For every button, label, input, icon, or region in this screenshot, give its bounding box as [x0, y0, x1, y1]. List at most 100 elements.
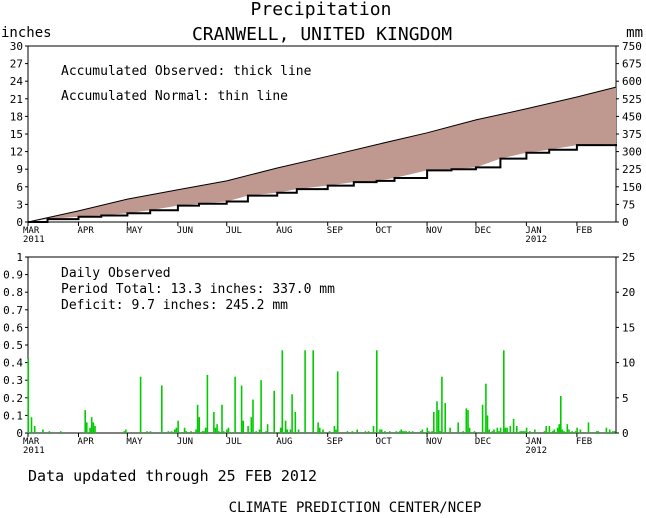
daily-bar	[234, 376, 236, 433]
daily-bar	[379, 429, 381, 433]
daily-bar	[612, 431, 614, 433]
daily-bar	[568, 429, 570, 433]
daily-bar	[146, 431, 148, 433]
y-right-tick-label: 150	[622, 181, 642, 194]
daily-bar	[534, 429, 536, 433]
daily-bar	[473, 431, 476, 433]
y-left-tick-label: 9	[16, 163, 23, 176]
daily-bar	[30, 417, 33, 433]
daily-bar	[281, 350, 284, 433]
daily-bar	[289, 429, 292, 433]
daily-bar	[252, 399, 254, 433]
daily-bar	[419, 431, 422, 433]
year-label: 2011	[23, 235, 45, 245]
x-tick-label: SEP	[327, 226, 344, 236]
year-label: 2011	[23, 446, 45, 456]
station-name: CRANWELL, UNITED KINGDOM	[192, 24, 452, 45]
y-left-tick-label: 0.5	[3, 339, 23, 352]
y-right-tick-label: 600	[622, 75, 642, 88]
daily-bar	[613, 431, 616, 433]
y-right-tick-label: 750	[622, 40, 642, 53]
y-left-tick-label: 18	[10, 110, 23, 123]
daily-bar	[574, 431, 577, 433]
x-tick-label: JUL	[226, 226, 242, 236]
x-tick-label: AUG	[276, 226, 292, 236]
daily-bar	[481, 404, 484, 433]
right-unit-label: mm	[626, 25, 643, 41]
x-tick-label: JUN	[177, 226, 193, 236]
daily-bar	[195, 429, 197, 433]
y-right-tick-label: 0	[622, 216, 629, 229]
daily-bar	[571, 431, 573, 433]
daily-bar	[60, 431, 62, 433]
daily-bar	[367, 431, 370, 433]
daily-bar	[556, 427, 559, 433]
daily-bar	[545, 426, 547, 433]
daily-bar	[499, 427, 502, 433]
daily-bar	[177, 420, 179, 433]
year-label: 2012	[525, 446, 547, 456]
daily-bar	[319, 427, 321, 433]
x-tick-label: MAY	[126, 226, 143, 236]
daily-bar	[214, 427, 217, 433]
x-tick-label: MAY	[126, 437, 143, 447]
y-left-tick-label: 15	[10, 128, 23, 141]
y-left-tick-label: 30	[10, 40, 23, 53]
daily-bar	[462, 431, 464, 433]
x-tick-label: MAR	[23, 437, 40, 447]
x-tick-label: OCT	[376, 437, 393, 447]
daily-bar	[84, 410, 86, 433]
x-tick-label: SEP	[327, 437, 344, 447]
daily-bar	[493, 429, 495, 433]
y-left-tick-label: 21	[10, 93, 23, 106]
daily-bar	[286, 429, 288, 433]
daily-bar	[516, 426, 518, 433]
daily-bar	[402, 431, 404, 433]
daily-bar	[196, 404, 199, 433]
daily-bar	[336, 371, 339, 433]
daily-bar	[255, 431, 257, 433]
daily-bar	[94, 426, 96, 433]
daily-bar	[167, 431, 170, 433]
daily-bar	[491, 431, 494, 433]
daily-bar	[576, 427, 578, 433]
daily-bar	[221, 404, 223, 433]
daily-bar	[90, 417, 93, 433]
y-left-tick-label: 0.1	[3, 409, 23, 422]
daily-bar	[322, 429, 324, 433]
x-tick-label: NOV	[426, 226, 443, 236]
normal-line	[27, 86, 617, 223]
daily-bar	[519, 431, 521, 433]
daily-bar	[218, 431, 220, 433]
daily-bar	[86, 422, 88, 433]
daily-bar	[436, 401, 438, 433]
daily-bar	[548, 426, 551, 433]
accumulated-note: Accumulated Normal: thin line	[61, 89, 288, 104]
daily-bar	[522, 431, 525, 433]
daily-bar	[408, 431, 411, 433]
daily-bar	[123, 431, 126, 433]
daily-bar	[411, 431, 414, 433]
daily-bar	[587, 422, 590, 433]
daily-bar	[376, 350, 378, 433]
daily-bar	[529, 431, 531, 433]
daily-bar	[551, 431, 554, 433]
daily-bar	[185, 431, 187, 433]
x-tick-label: FEB	[576, 437, 592, 447]
daily-bar	[42, 429, 44, 433]
daily-bar	[149, 431, 152, 433]
daily-panel: 00.10.20.30.40.50.60.70.80.910510152025M…	[3, 251, 635, 456]
y-right-tick-label: 5	[622, 392, 629, 405]
daily-bar	[563, 431, 565, 433]
daily-bar	[222, 431, 225, 433]
y-left-tick-label: 0.4	[3, 357, 23, 370]
daily-bar	[421, 429, 424, 433]
y-right-tick-label: 225	[622, 163, 642, 176]
daily-bar	[328, 431, 331, 433]
daily-bar	[304, 350, 306, 433]
daily-bar	[433, 411, 435, 433]
daily-bar	[198, 417, 200, 433]
daily-bar	[395, 431, 398, 433]
daily-bar	[139, 376, 142, 433]
